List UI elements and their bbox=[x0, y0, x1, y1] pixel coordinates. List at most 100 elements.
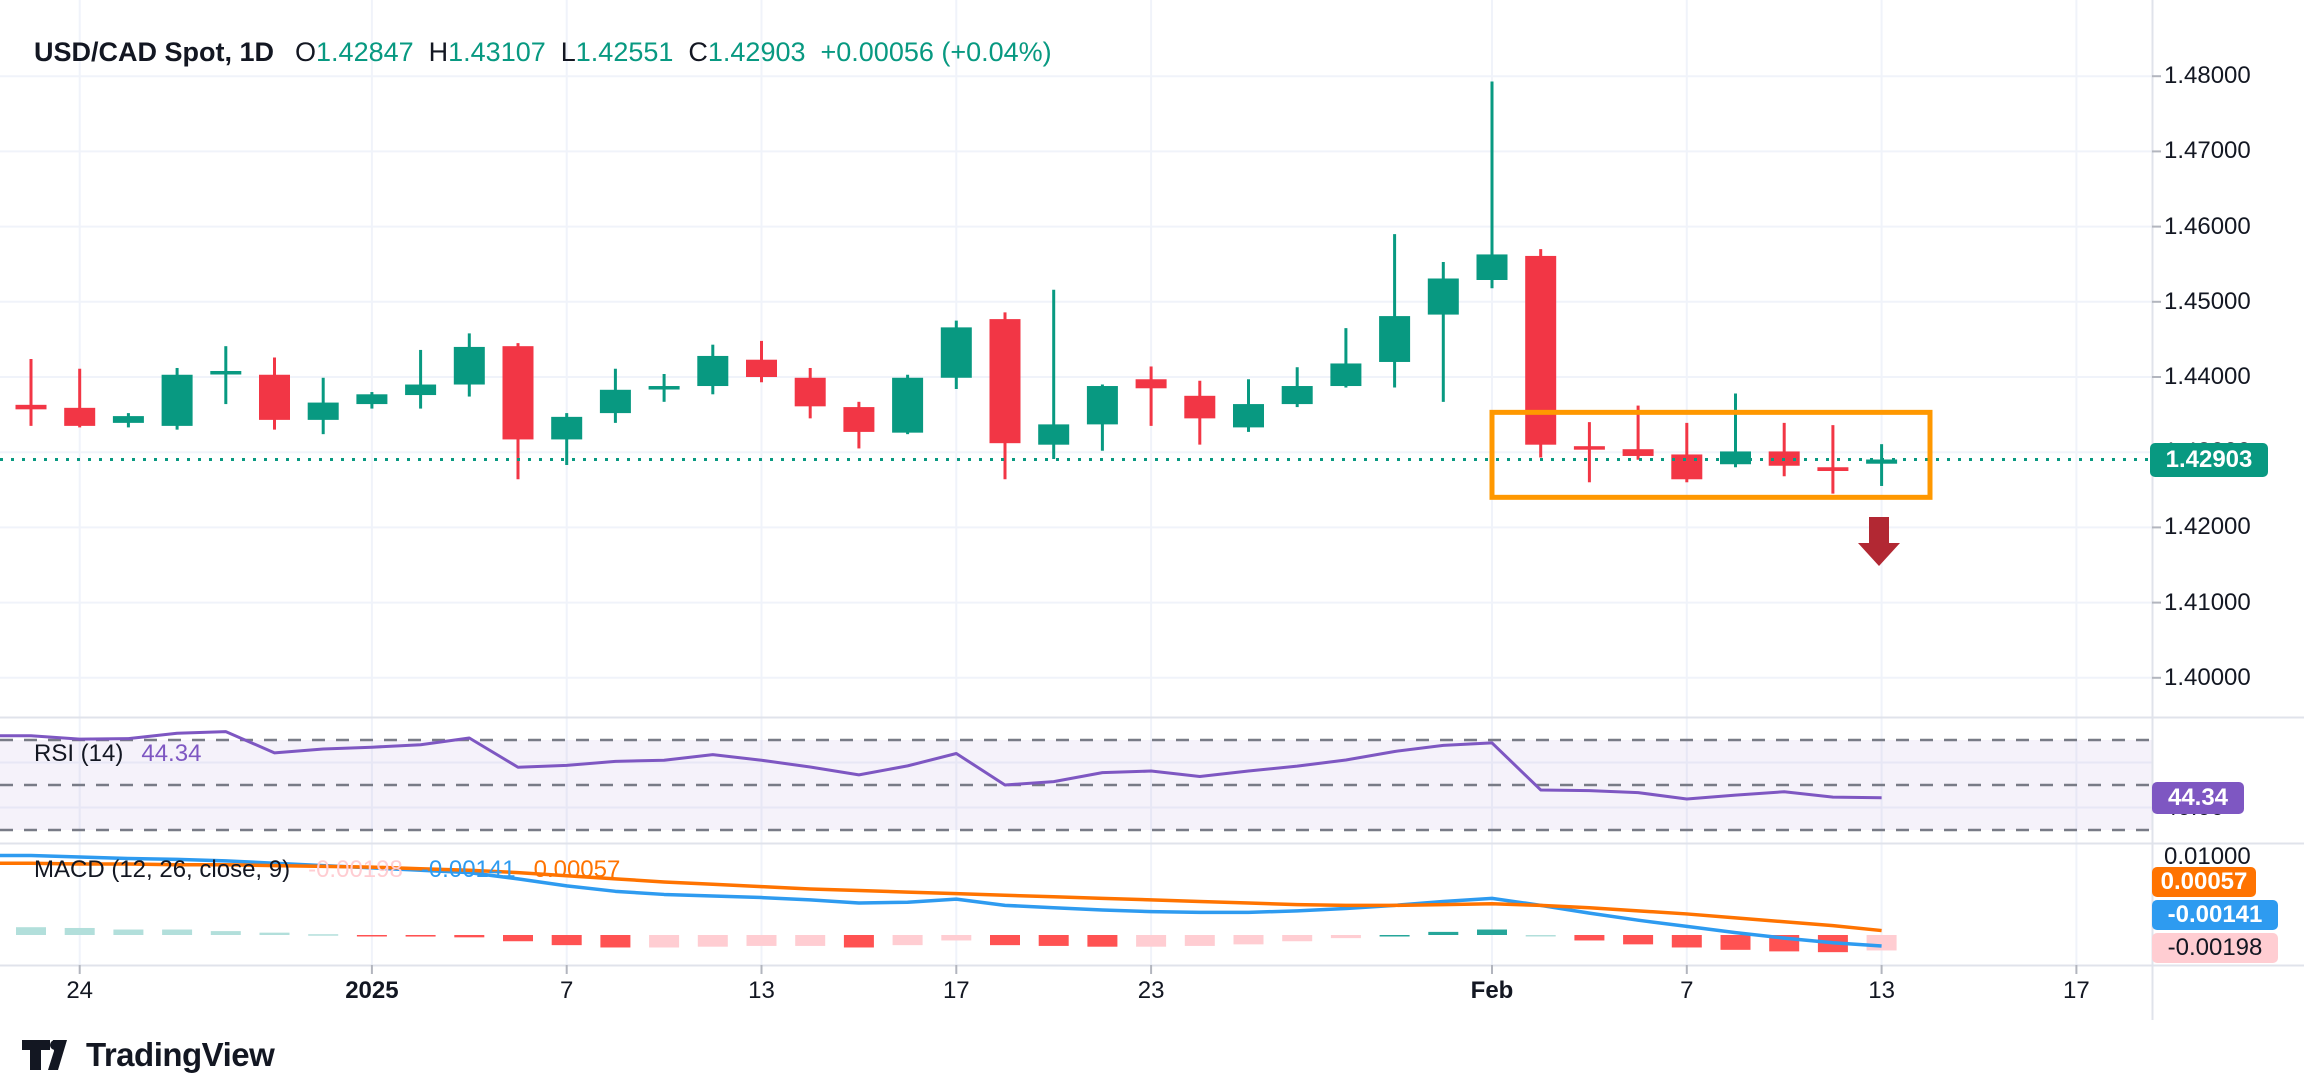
macd-histogram-bar bbox=[356, 935, 387, 937]
macd-histogram-bar bbox=[649, 935, 680, 948]
time-axis-label: 13 bbox=[1868, 977, 1895, 1004]
candle-body bbox=[1330, 363, 1362, 387]
candle-body bbox=[1476, 254, 1508, 280]
tradingview-logo-icon bbox=[22, 1040, 67, 1070]
candle-body bbox=[940, 327, 972, 378]
candle-body bbox=[746, 359, 777, 378]
symbol-legend: USD/CAD Spot, 1D O1.42847 H1.43107 L1.42… bbox=[34, 36, 1052, 68]
price-axis-label: 1.40000 bbox=[2164, 663, 2251, 691]
range-box-annotation[interactable] bbox=[1489, 409, 1933, 500]
legend-low: L1.42551 bbox=[560, 37, 674, 67]
candle-body bbox=[794, 377, 826, 407]
time-axis-label: 17 bbox=[2063, 977, 2090, 1004]
legend-high: H1.43107 bbox=[428, 37, 546, 67]
candle-body bbox=[502, 346, 534, 440]
price-axis-label: 1.48000 bbox=[2164, 62, 2251, 90]
candle-body bbox=[210, 370, 242, 375]
time-axis-label: 7 bbox=[1680, 977, 1694, 1004]
candle-body bbox=[648, 386, 680, 390]
legend-open: O1.42847 bbox=[295, 37, 414, 67]
macd-histogram-bar bbox=[16, 927, 46, 935]
time-axis-label: 24 bbox=[66, 977, 94, 1004]
macd-histogram-bar bbox=[1574, 935, 1605, 941]
macd-indicator-legend: MACD (12, 26, close, 9) -0.00198 -0.0014… bbox=[34, 856, 620, 884]
macd-histogram-bar bbox=[162, 929, 193, 935]
macd-histogram-bar bbox=[454, 935, 485, 938]
macd-histogram-bar bbox=[1038, 935, 1069, 946]
rsi-value-badge: 44.34 bbox=[2152, 782, 2244, 814]
time-axis-label: 13 bbox=[748, 977, 775, 1004]
candle-body bbox=[989, 319, 1021, 444]
time-axis-label: Feb bbox=[1470, 977, 1514, 1004]
candle-body bbox=[1671, 454, 1703, 480]
macd-hist-badge: -0.00198 bbox=[2152, 933, 2278, 963]
candle-body bbox=[1573, 446, 1605, 450]
macd-histogram-bar bbox=[746, 935, 777, 946]
macd-histogram-bar bbox=[405, 935, 436, 937]
macd-histogram-bar bbox=[1428, 931, 1459, 935]
candle-body bbox=[1720, 451, 1751, 465]
macd-histogram-bar bbox=[795, 935, 826, 946]
time-axis-label: 17 bbox=[942, 977, 970, 1004]
macd-line-value: -0.00141 bbox=[420, 856, 516, 883]
macd-histogram-bar bbox=[259, 932, 290, 935]
candle-body bbox=[453, 346, 485, 385]
macd-hist-value: -0.00198 bbox=[308, 856, 403, 883]
down-arrow-annotation[interactable] bbox=[1858, 517, 1900, 566]
candle-body bbox=[1135, 379, 1167, 389]
candle-body bbox=[64, 407, 96, 426]
candle-body bbox=[356, 394, 388, 405]
macd-signal-line bbox=[0, 861, 1882, 933]
macd-histogram-bar bbox=[1525, 935, 1556, 937]
macd-histogram-bar bbox=[1087, 935, 1118, 947]
candle-body bbox=[1866, 459, 1898, 464]
price-axis-label: 1.46000 bbox=[2164, 212, 2251, 240]
candle-body bbox=[1184, 395, 1216, 419]
rsi-indicator-legend: RSI (14) 44.34 bbox=[34, 740, 201, 768]
candle-body bbox=[112, 416, 144, 423]
macd-histogram-bar bbox=[1233, 935, 1264, 945]
rsi-band bbox=[0, 740, 2152, 830]
candle-body bbox=[1233, 404, 1264, 428]
macd-histogram-bar bbox=[1477, 929, 1507, 935]
candle-body bbox=[551, 416, 583, 440]
macd-histogram-bar bbox=[1282, 935, 1313, 942]
macd-histogram-bar bbox=[113, 929, 144, 935]
candle-body bbox=[161, 374, 193, 426]
candle-body bbox=[259, 374, 290, 420]
candle-body bbox=[1622, 449, 1654, 456]
macd-histogram-bar bbox=[503, 935, 533, 942]
candle-body bbox=[15, 404, 47, 410]
macd-histogram-bar bbox=[1866, 935, 1897, 951]
candle-body bbox=[307, 402, 339, 420]
macd-histogram-bar bbox=[64, 927, 95, 935]
price-axis-label: 1.47000 bbox=[2164, 137, 2251, 165]
symbol-title[interactable]: USD/CAD Spot, 1D bbox=[34, 37, 275, 67]
candle-body bbox=[1525, 255, 1557, 445]
macd-histogram-bar bbox=[1330, 935, 1361, 939]
macd-histogram-bar bbox=[210, 931, 241, 935]
macd-histogram-bar bbox=[1379, 935, 1410, 937]
tradingview-logo[interactable]: TradingView bbox=[22, 1036, 275, 1074]
time-axis-label: 7 bbox=[560, 977, 574, 1004]
price-axis-label: 1.45000 bbox=[2164, 287, 2251, 315]
macd-signal-badge: 0.00057 bbox=[2152, 867, 2256, 897]
time-axis-label: 23 bbox=[1137, 977, 1165, 1004]
candle-body bbox=[1427, 278, 1459, 315]
time-axis-label: 2025 bbox=[345, 977, 399, 1004]
macd-indicator-title[interactable]: MACD (12, 26, close, 9) bbox=[34, 856, 291, 883]
macd-axis-label-001: 0.01000 bbox=[2164, 843, 2251, 870]
candle-body bbox=[1817, 467, 1849, 472]
macd-histogram-bar bbox=[990, 935, 1020, 946]
macd-histogram-bar bbox=[892, 935, 923, 946]
macd-histogram-bar bbox=[551, 935, 582, 946]
price-axis-label: 1.44000 bbox=[2164, 363, 2251, 390]
rsi-indicator-title[interactable]: RSI (14) bbox=[34, 740, 124, 767]
legend-close: C1.42903 bbox=[688, 37, 806, 67]
price-axis-label: 1.42000 bbox=[2164, 513, 2251, 541]
macd-histogram-bar bbox=[600, 935, 631, 948]
rsi-indicator-value: 44.34 bbox=[141, 740, 202, 767]
macd-histogram-bar bbox=[308, 934, 339, 936]
